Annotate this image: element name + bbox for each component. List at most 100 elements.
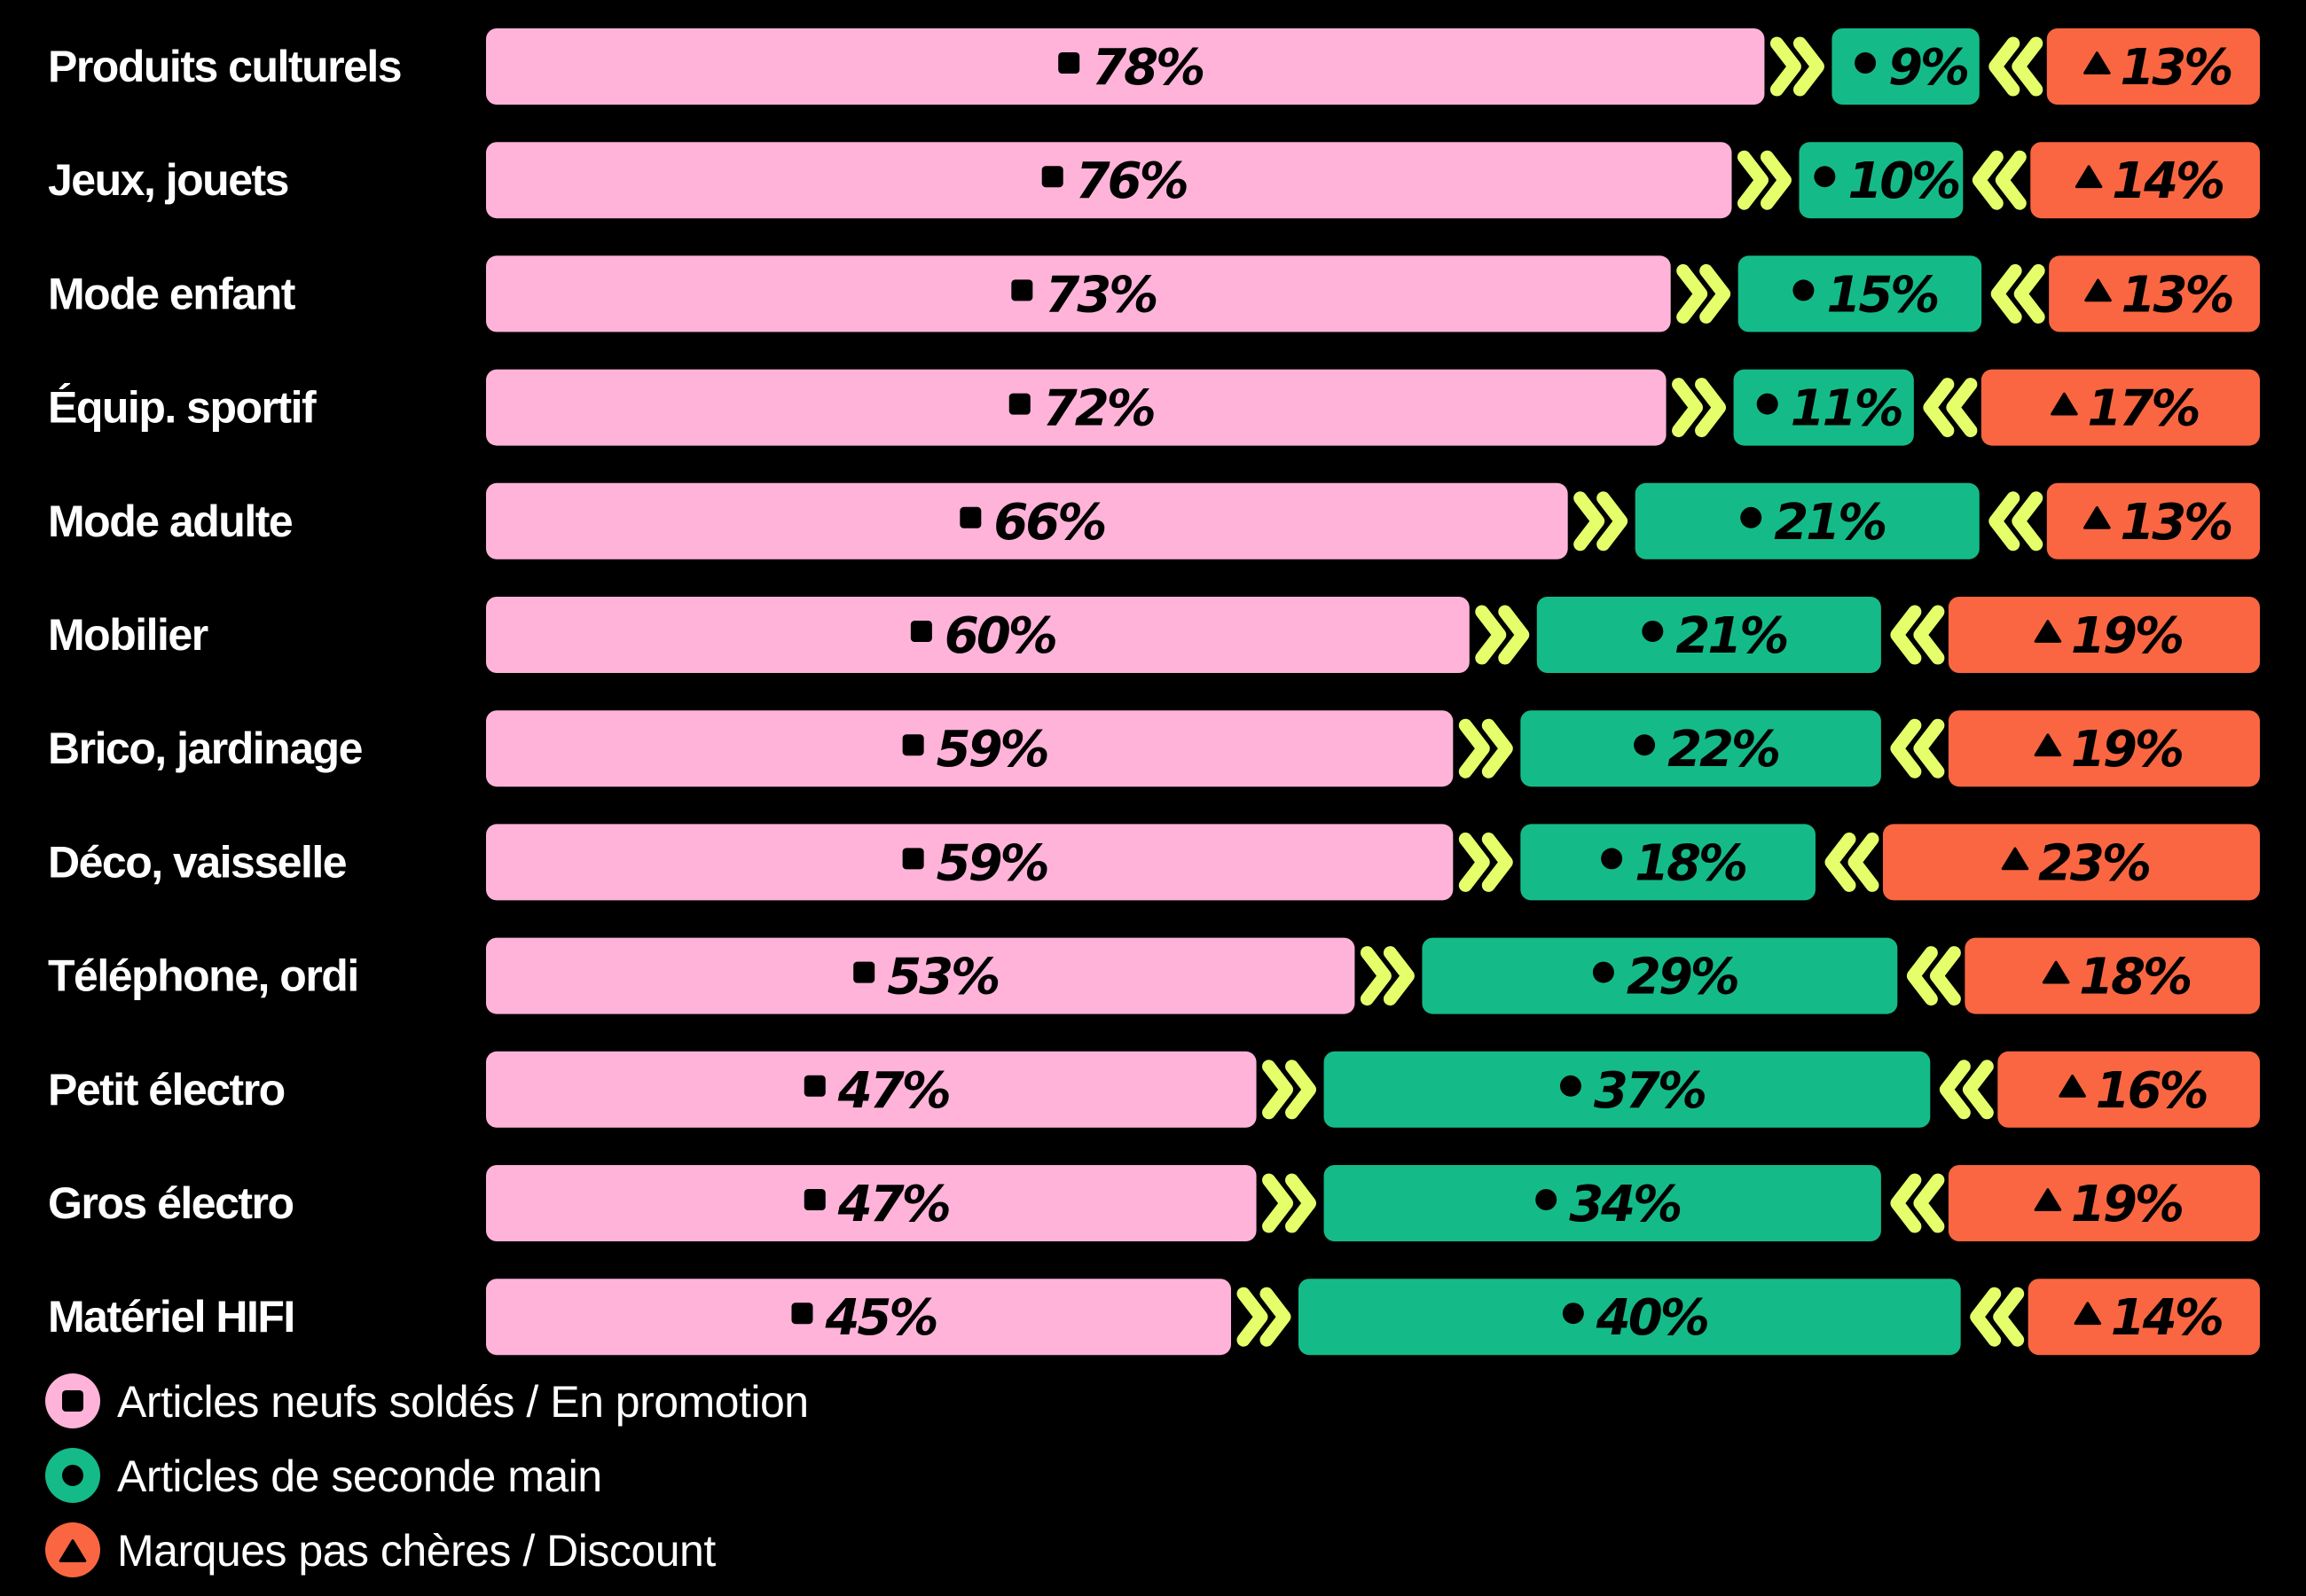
legend-label: Articles de seconde main xyxy=(117,1451,602,1501)
bar-segment-triangle xyxy=(1948,710,2260,787)
value-label: 47% xyxy=(837,1176,950,1233)
marker-circle-icon xyxy=(1855,52,1877,74)
category-label: Mode enfant xyxy=(48,269,296,318)
marker-triangle-icon xyxy=(2042,960,2070,984)
bar-segment-circle xyxy=(1323,1051,1931,1128)
value-label: 22% xyxy=(1667,721,1779,778)
marker-square-icon xyxy=(1041,166,1063,188)
value-label: 13% xyxy=(2120,494,2231,552)
value-label: 45% xyxy=(824,1289,937,1347)
value-label: 23% xyxy=(2038,834,2150,892)
bar-segment-square xyxy=(486,710,1454,787)
bar-segment-square xyxy=(486,1165,1257,1241)
bar-segment-circle xyxy=(1520,710,1881,787)
value-label: 13% xyxy=(2120,39,2231,97)
bar-segment-square xyxy=(486,1051,1257,1128)
bar-row-mobilier: Mobilier 60% 21% 19% xyxy=(48,597,2260,673)
marker-circle-icon xyxy=(1814,166,1836,188)
marker-square-icon xyxy=(853,961,875,983)
chevron-left-icon xyxy=(1923,378,1978,438)
value-label: 15% xyxy=(1826,266,1938,324)
chevron-left-icon xyxy=(1890,1173,1945,1233)
marker-square-icon xyxy=(902,848,924,870)
value-label: 78% xyxy=(1092,39,1204,97)
marker-triangle-icon xyxy=(2001,847,2029,871)
marker-circle-icon xyxy=(1642,621,1664,642)
marker-square-icon xyxy=(910,621,932,642)
chevron-right-icon xyxy=(1458,718,1513,778)
value-label: 18% xyxy=(1635,834,1746,892)
category-label: Brico, jardinage xyxy=(48,724,363,773)
chevron-left-icon xyxy=(1890,718,1945,778)
value-label: 73% xyxy=(1045,266,1157,324)
bar-segment-square xyxy=(486,937,1355,1014)
marker-circle-icon xyxy=(1756,393,1778,415)
marker-square-icon xyxy=(791,1303,813,1325)
marker-triangle-icon xyxy=(2059,1074,2086,1098)
marker-triangle-icon xyxy=(2051,392,2078,416)
bar-row-mode-adulte: Mode adulte 66% 21% 13% xyxy=(48,482,2260,559)
bar-segment-circle xyxy=(1831,28,1980,105)
chevron-right-icon xyxy=(1475,605,1530,665)
marker-square-icon xyxy=(1058,52,1080,74)
marker-square-icon xyxy=(1008,393,1031,415)
chevron-right-icon xyxy=(1676,263,1731,324)
value-label: 10% xyxy=(1847,153,1959,210)
category-label: Jeux, jouets xyxy=(48,155,288,205)
marker-triangle-icon xyxy=(2083,51,2111,74)
chevron-right-icon xyxy=(1573,491,1628,552)
value-label: 40% xyxy=(1596,1289,1708,1347)
marker-circle-icon xyxy=(1792,279,1815,301)
bar-segment-triangle xyxy=(1948,1165,2260,1241)
bar-segment-triangle xyxy=(2046,482,2260,559)
marker-square-icon xyxy=(960,506,982,528)
bar-segment-square xyxy=(486,482,1568,559)
bar-row-brico-jardinage: Brico, jardinage 59% 22% 19% xyxy=(48,710,2260,787)
bar-segment-triangle xyxy=(1948,597,2260,673)
value-label: 13% xyxy=(2122,266,2233,324)
marker-square-icon xyxy=(804,1189,826,1210)
value-label: 66% xyxy=(993,494,1105,552)
bar-row-jeux-jouets: Jeux, jouets 76% 10% 14% xyxy=(48,142,2260,219)
value-label: 21% xyxy=(1774,494,1886,552)
category-label: Déco, vaisselle xyxy=(48,837,347,887)
bar-segment-triangle xyxy=(1965,937,2260,1014)
legend-item-square: Articles neufs soldés / En promotion xyxy=(45,1373,809,1428)
marker-square-icon xyxy=(804,1075,826,1097)
bar-segment-triangle xyxy=(2046,28,2260,105)
marker-triangle-icon xyxy=(2034,733,2062,757)
chevron-right-icon xyxy=(1672,378,1727,438)
marker-circle-icon xyxy=(1562,1303,1584,1325)
bar-segment-triangle xyxy=(1997,1051,2260,1128)
value-label: 14% xyxy=(2112,153,2224,210)
marker-triangle-icon xyxy=(2074,1302,2102,1326)
bar-segment-square xyxy=(486,255,1671,332)
value-label: 11% xyxy=(1791,380,1902,438)
bar-segment-triangle xyxy=(2049,255,2260,332)
value-label: 18% xyxy=(2079,949,2191,1006)
bar-segment-circle xyxy=(1733,369,1914,446)
chevron-right-icon xyxy=(1737,150,1792,210)
marker-square-icon xyxy=(1011,279,1033,301)
bar-row-telephone-ordi: Téléphone, ordi 53% 29% 18% xyxy=(48,937,2260,1014)
legend-label: Marques pas chères / Discount xyxy=(117,1526,716,1576)
marker-triangle-icon xyxy=(2034,1188,2062,1211)
legend-item-circle: Articles de seconde main xyxy=(45,1448,602,1503)
marker-triangle-icon xyxy=(2084,278,2112,302)
chevron-left-icon xyxy=(1990,263,2045,324)
legend-square-icon xyxy=(62,1390,83,1412)
category-label: Petit électro xyxy=(48,1065,285,1115)
value-label: 59% xyxy=(937,834,1048,892)
chevron-left-icon xyxy=(1824,832,1879,892)
chevron-right-icon xyxy=(1262,1173,1317,1233)
value-label: 59% xyxy=(937,721,1048,778)
legend-triangle-icon xyxy=(59,1539,87,1562)
bar-segment-triangle xyxy=(1980,369,2260,446)
value-label: 29% xyxy=(1627,949,1738,1006)
value-label: 53% xyxy=(887,949,999,1006)
bar-segment-square xyxy=(486,1279,1231,1356)
chevron-left-icon xyxy=(1988,36,2043,97)
chevron-right-icon xyxy=(1236,1287,1291,1347)
chevron-right-icon xyxy=(1262,1060,1317,1120)
marker-circle-icon xyxy=(1592,961,1614,983)
